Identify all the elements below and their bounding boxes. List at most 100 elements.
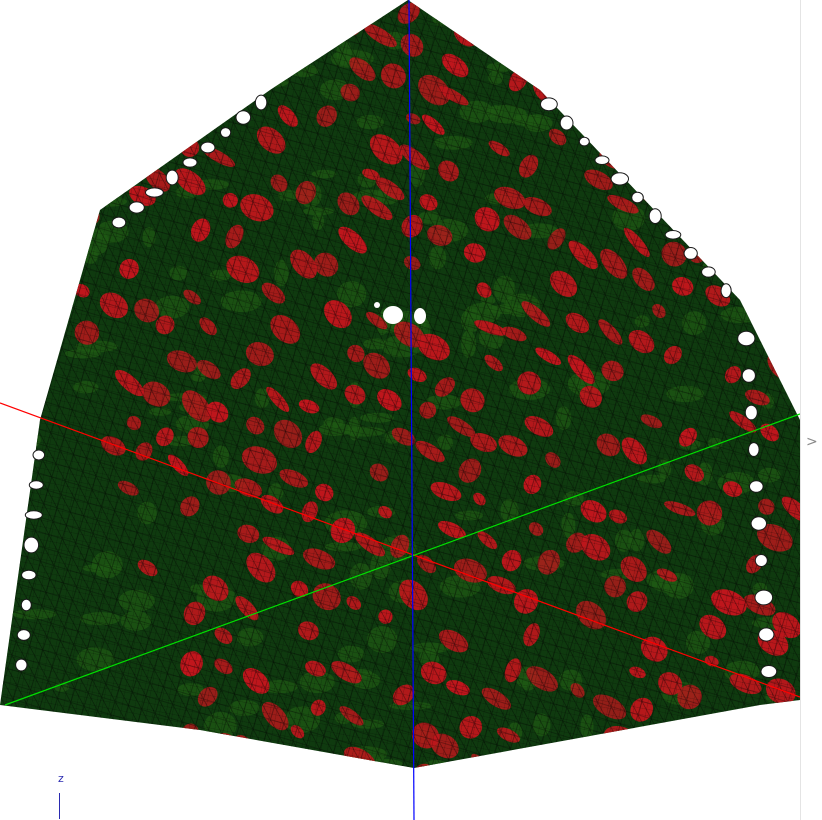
mesh-red-patch [170, 23, 199, 52]
mesh-red-patch [669, 99, 703, 124]
mesh-red-patch [710, 114, 734, 138]
mesh-red-patch [284, 0, 308, 12]
mesh-edge-hole [235, 110, 252, 125]
mesh-red-patch [786, 763, 800, 768]
mesh-green-patch [697, 725, 722, 753]
mesh-edge-hole [750, 516, 767, 531]
mesh-green-patch [0, 376, 14, 384]
mesh-edge-hole [754, 554, 768, 567]
mesh-hole [414, 308, 426, 324]
mesh-surface [0, 0, 800, 768]
mesh-red-patch [98, 67, 117, 85]
mesh-red-patch [389, 766, 405, 768]
mesh-green-patch [2, 184, 19, 199]
mesh-green-patch [268, 1, 289, 27]
mesh-edge-hole [748, 442, 760, 457]
mesh-red-patch [568, 26, 595, 50]
mesh-red-patch [142, 15, 167, 36]
3d-viewport[interactable]: z [0, 0, 800, 820]
mesh-green-patch [692, 30, 726, 43]
mesh-red-patch [721, 45, 750, 69]
mesh-green-patch [512, 53, 540, 67]
mesh-red-patch [677, 757, 700, 768]
mesh-green-patch [21, 311, 56, 333]
z-axis-line [408, 0, 415, 820]
mesh-edge-hole [182, 157, 198, 168]
mesh-edge-hole [220, 127, 232, 138]
mesh-red-patch [603, 0, 627, 26]
mesh-red-patch [637, 149, 667, 177]
mesh-red-patch [0, 0, 16, 13]
mesh-red-patch [756, 202, 781, 220]
mesh-red-patch [94, 171, 120, 198]
mesh-edge-hole [648, 208, 662, 225]
mesh-red-patch [34, 158, 54, 179]
mesh-edge-hole [594, 155, 610, 165]
mesh-edge-hole [32, 449, 46, 461]
mesh-red-patch [110, 37, 142, 60]
mesh-edge-hole [28, 480, 44, 490]
mesh-green-patch [751, 244, 778, 263]
mesh-green-patch [95, 169, 123, 180]
mesh-green-patch [207, 738, 220, 754]
mesh-green-patch [623, 102, 642, 111]
mesh-green-patch [775, 0, 791, 15]
mesh-green-patch [2, 109, 37, 132]
mesh-red-patch [698, 80, 717, 102]
mesh-red-patch [105, 111, 128, 135]
mesh-red-patch [289, 35, 320, 59]
mesh-edge-hole [754, 589, 774, 606]
mesh-green-patch [140, 738, 161, 765]
mesh-red-patch [678, 0, 705, 19]
mesh-red-patch [166, 90, 184, 108]
mesh-green-patch [226, 90, 243, 103]
mesh-edge-hole [15, 658, 28, 672]
mesh-green-patch [58, 160, 97, 171]
mesh-edge-hole [559, 115, 574, 131]
mesh-green-patch [0, 756, 19, 768]
mesh-red-patch [668, 168, 691, 191]
mesh-edge-hole [683, 247, 698, 260]
mesh-hole [383, 306, 403, 324]
mesh-edge-hole [111, 216, 127, 229]
mesh-edge-hole [165, 169, 179, 186]
mesh-canvas[interactable] [0, 0, 800, 820]
mesh-green-patch [170, 729, 194, 745]
mesh-red-patch [58, 134, 81, 152]
mesh-green-patch [123, 762, 150, 768]
mesh-green-patch [0, 237, 32, 247]
mesh-green-patch [739, 226, 780, 248]
mesh-edge-hole [760, 665, 778, 678]
mesh-edge-hole [540, 97, 558, 112]
mesh-edge-hole [744, 404, 758, 421]
mesh-green-patch [758, 59, 798, 70]
mesh-red-patch [708, 185, 727, 202]
mesh-red-patch [741, 119, 772, 148]
mesh-red-patch [753, 268, 788, 294]
mesh-red-patch [689, 31, 712, 52]
mesh-green-patch [182, 728, 203, 752]
mesh-red-patch [663, 122, 691, 148]
mesh-red-patch [692, 717, 717, 743]
mesh-red-patch [643, 90, 675, 116]
mesh-green-patch [4, 261, 36, 276]
mesh-green-patch [205, 27, 242, 46]
mesh-green-patch [673, 10, 687, 38]
mesh-green-patch [765, 273, 800, 300]
mesh-green-patch [771, 134, 788, 143]
mesh-green-patch [48, 163, 66, 183]
mesh-edge-hole [254, 94, 268, 111]
mesh-edge-hole [741, 368, 756, 383]
mesh-edge-hole [145, 187, 164, 198]
mesh-red-patch [44, 189, 72, 213]
mesh-red-patch [775, 240, 798, 263]
mesh-red-patch [234, 43, 265, 66]
mesh-red-patch [625, 121, 644, 135]
mesh-red-patch [693, 147, 719, 171]
mesh-red-patch [748, 709, 766, 729]
mesh-green-patch [120, 25, 162, 53]
mesh-red-patch [136, 88, 163, 109]
chevron-right-icon[interactable]: > [806, 434, 818, 450]
mesh-red-patch [546, 25, 572, 41]
mesh-edge-hole [21, 569, 37, 581]
